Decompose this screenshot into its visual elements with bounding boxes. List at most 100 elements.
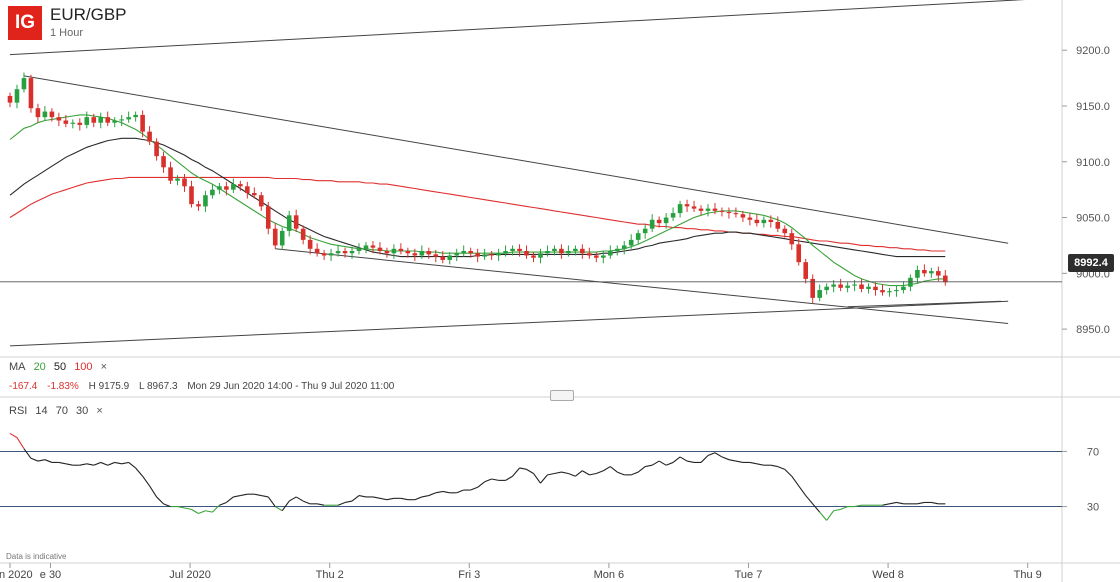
candle — [175, 175, 180, 186]
candles-group — [7, 72, 948, 304]
candle-body — [587, 253, 592, 256]
candle-body — [719, 210, 725, 212]
candle-body — [649, 219, 655, 229]
time-axis-tick-label: e 30 — [40, 569, 61, 581]
candle — [880, 284, 885, 296]
candle-body — [35, 108, 41, 118]
candle-body — [335, 251, 341, 254]
candle-body — [98, 117, 104, 123]
ig-logo: IG — [8, 6, 42, 40]
candle — [517, 244, 522, 257]
rsi-line-segment — [672, 456, 681, 463]
candle — [859, 278, 864, 293]
candle-body — [161, 156, 166, 168]
rsi-line-segment — [547, 472, 555, 476]
candle-body — [901, 286, 906, 291]
rsi-line-segment — [177, 506, 185, 509]
candle-body — [510, 248, 515, 252]
rsi-remove-close-icon[interactable]: × — [96, 405, 103, 417]
candle-body — [670, 213, 676, 218]
candle-body — [775, 222, 781, 229]
candle-body — [426, 251, 432, 255]
candle-body — [656, 219, 662, 224]
rsi-line-segment — [254, 493, 262, 497]
ma-legend-label[interactable]: MA — [9, 361, 26, 373]
candle-body — [754, 219, 760, 224]
rsi-lower-level[interactable]: 30 — [76, 405, 89, 417]
candle-body — [154, 141, 159, 157]
candle — [258, 191, 264, 211]
rsi-line-segment — [149, 485, 158, 498]
candle — [231, 178, 236, 194]
candle-body — [461, 251, 466, 254]
rsi-line-segment — [184, 507, 192, 510]
rsi-line-segment — [65, 463, 73, 466]
candle-body — [635, 233, 641, 240]
candle-body — [112, 120, 117, 123]
ma100-period[interactable]: 100 — [74, 361, 93, 373]
candle-body — [614, 248, 620, 252]
candle-body — [789, 233, 795, 245]
candle — [768, 215, 774, 228]
rsi-line-segment — [665, 461, 674, 466]
rsi-line-segment — [344, 500, 353, 503]
candle-body — [412, 253, 418, 256]
timeframe-label[interactable]: 1 Hour — [50, 27, 84, 39]
candle — [35, 103, 41, 123]
candle-body — [642, 228, 648, 234]
candle-body — [398, 248, 404, 252]
candle-body — [908, 277, 913, 287]
candle-body — [726, 211, 732, 214]
rsi-line-segment — [791, 475, 800, 487]
candle — [224, 181, 229, 196]
candle-body — [119, 119, 124, 121]
candle-body — [517, 248, 522, 252]
candle — [28, 74, 34, 113]
candle — [238, 180, 243, 191]
candle — [433, 249, 439, 263]
pane-splitter-handle[interactable] — [550, 390, 574, 401]
rsi-line-segment — [156, 496, 164, 505]
rsi-line-segment — [205, 510, 213, 513]
candle-body — [356, 248, 362, 252]
candle-body — [712, 208, 718, 211]
ma50-period[interactable]: 50 — [53, 361, 67, 373]
ma-remove-close-icon[interactable]: × — [100, 361, 108, 373]
rsi-line-segment — [603, 466, 611, 472]
rsi-line-segment — [609, 466, 618, 473]
candle — [49, 108, 55, 122]
candle-body — [573, 248, 578, 252]
candle — [300, 225, 306, 245]
rsi-period[interactable]: 14 — [35, 405, 48, 417]
candle — [614, 245, 620, 256]
rsi-line-segment — [679, 456, 688, 462]
rsi-line-segment — [568, 472, 576, 477]
candle-body — [363, 245, 369, 249]
rsi-upper-level[interactable]: 70 — [55, 405, 68, 417]
candle — [363, 242, 369, 254]
candle — [468, 247, 473, 258]
candle-body — [307, 239, 313, 249]
candle — [447, 252, 453, 265]
price-axis-tick-label: 8950.0 — [1076, 324, 1110, 336]
candle-body — [496, 253, 501, 256]
candle-body — [524, 251, 529, 256]
rsi-legend-label[interactable]: RSI — [9, 405, 28, 417]
candle — [621, 240, 627, 255]
date-range: Mon 29 Jun 2020 14:00 - Thu 9 Jul 2020 1… — [187, 381, 395, 392]
rsi-line-segment — [302, 500, 311, 505]
candle-body — [63, 120, 69, 124]
candle-body — [245, 186, 250, 194]
candle — [824, 283, 829, 295]
ma20-period[interactable]: 20 — [33, 361, 46, 373]
candle — [747, 213, 753, 226]
rsi-line-segment — [226, 496, 234, 503]
rsi-line-segment — [617, 471, 625, 476]
candle — [796, 238, 802, 266]
trendline — [275, 248, 1009, 325]
candle-body — [859, 284, 864, 289]
candle-body — [852, 284, 857, 286]
candle-body — [873, 286, 878, 291]
candle-body — [77, 122, 83, 125]
